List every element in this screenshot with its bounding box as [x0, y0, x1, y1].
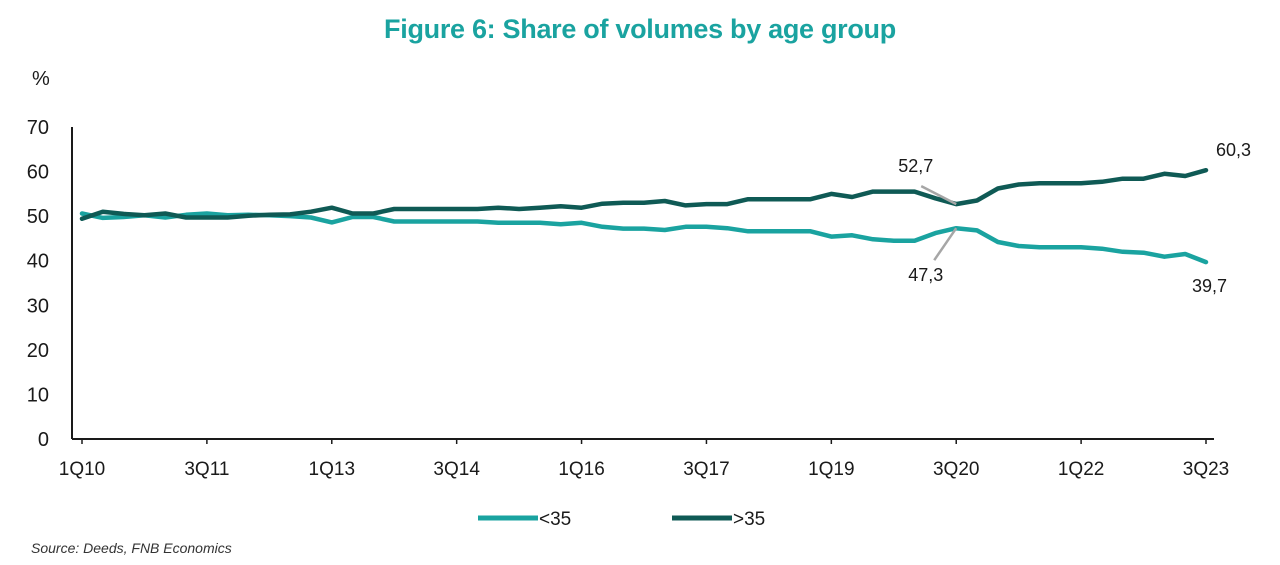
chart-title: Figure 6: Share of volumes by age group [384, 14, 896, 44]
annotation-leader [920, 184, 957, 206]
annotation-layer: 52,7 47,3 60,3 39,7 [898, 140, 1251, 296]
x-tick-label: 1Q13 [309, 459, 355, 480]
data-label: 47,3 [908, 265, 943, 285]
y-tick-label: 0 [38, 429, 49, 451]
x-tick-label: 3Q11 [184, 459, 229, 480]
x-tick-label: 1Q10 [59, 459, 105, 480]
legend: <35 >35 [478, 509, 765, 530]
x-tick-label: 1Q22 [1058, 459, 1104, 480]
y-tick-label: 70 [27, 117, 49, 139]
x-tick-label: 3Q14 [433, 459, 480, 480]
y-tick-label: 30 [27, 295, 49, 317]
x-tick-label: 3Q23 [1183, 459, 1229, 480]
data-label: 39,7 [1192, 276, 1227, 296]
data-label: 52,7 [898, 156, 933, 176]
y-tick-label: 10 [27, 384, 49, 406]
series-layer [79, 167, 1209, 265]
line-chart: % 0 10 20 30 40 50 60 70 1Q10 3Q11 1Q13 3Q14 1Q16 3Q1… [27, 68, 1251, 530]
source-note: Source: Deeds, FNB Economics [31, 540, 232, 556]
legend-label: <35 [539, 509, 571, 530]
series-line-under-35 [79, 211, 1209, 265]
axes: 0 10 20 30 40 50 60 70 1Q10 3Q11 1Q13 3Q14 1Q16 3Q17 1… [27, 117, 1229, 480]
x-tick-label: 3Q20 [933, 459, 979, 480]
y-tick-label: 40 [27, 251, 49, 273]
y-unit-label: % [32, 68, 50, 90]
annotation-leader [933, 227, 958, 261]
x-tick-label: 1Q16 [558, 459, 604, 480]
x-tick-label: 3Q17 [683, 459, 729, 480]
series-line-over-35 [79, 167, 1209, 222]
y-tick-label: 20 [27, 340, 49, 362]
legend-label: >35 [733, 509, 765, 530]
data-label: 60,3 [1216, 140, 1251, 160]
y-tick-label: 50 [27, 206, 49, 228]
x-tick-label: 1Q19 [808, 459, 854, 480]
y-tick-label: 60 [27, 162, 49, 184]
